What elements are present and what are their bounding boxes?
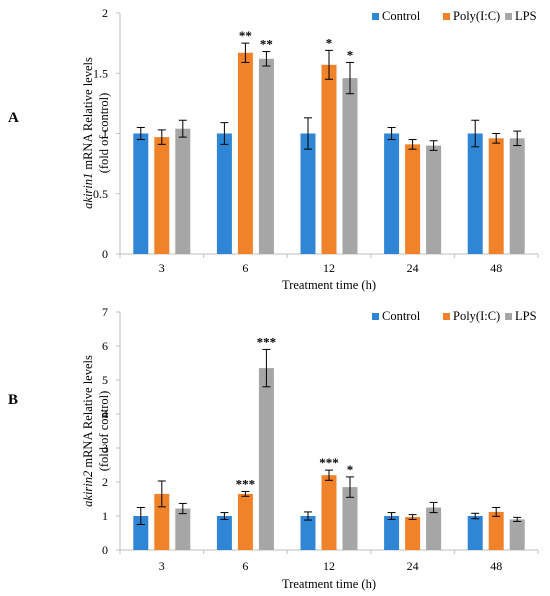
bar	[488, 511, 504, 550]
bar	[300, 133, 316, 254]
chart-panel-a: akirin1 mRNA Relative levels	[81, 12, 539, 258]
legend-swatch	[505, 313, 512, 320]
bar	[488, 138, 504, 254]
significance-label: ***	[319, 455, 339, 470]
y-tick-label: 0	[102, 247, 108, 261]
bar	[175, 508, 191, 550]
y-tick-label: 7	[102, 305, 108, 319]
y-tick-label: 4	[102, 407, 108, 421]
y-tick-label: 2	[102, 475, 108, 489]
x-axis-title: Treatment time (h)	[282, 278, 376, 292]
bar	[154, 493, 170, 550]
bar	[154, 137, 170, 254]
y-tick-label: 2	[102, 6, 108, 20]
bar	[509, 519, 525, 550]
y-axis-title-rest: mRNA Relative levels	[81, 57, 95, 173]
bar	[258, 58, 274, 254]
bar	[405, 517, 421, 550]
significance-label: *	[326, 35, 333, 50]
bar	[133, 133, 149, 254]
x-tick-label: 24	[407, 559, 419, 573]
y-tick-label: 6	[102, 339, 108, 353]
bar	[258, 368, 274, 550]
y-tick-label: 1	[102, 127, 108, 141]
significance-label: *	[347, 462, 354, 477]
bar	[342, 78, 358, 254]
x-tick-label: 12	[323, 261, 335, 275]
legend-swatch	[443, 13, 450, 20]
y-tick-label: 0	[102, 543, 108, 557]
bar	[321, 64, 337, 254]
y-axis-title-line2: (fold of control)	[97, 391, 111, 472]
bar	[237, 493, 253, 550]
significance-label: **	[239, 28, 252, 43]
bar	[321, 475, 337, 550]
x-tick-label: 6	[242, 261, 248, 275]
x-tick-label: 48	[490, 559, 502, 573]
x-tick-label: 48	[490, 261, 502, 275]
legend-swatch	[505, 13, 512, 20]
legend-swatch	[443, 313, 450, 320]
bar	[216, 516, 232, 550]
significance-label: *	[347, 47, 354, 62]
bar	[237, 52, 253, 254]
legend-label: Poly(I:C)	[453, 9, 500, 23]
legend-label: Control	[382, 9, 421, 23]
bar	[467, 133, 483, 254]
significance-label: **	[260, 37, 273, 52]
y-axis-title-gene: akirin1	[81, 173, 95, 209]
x-axis-title: Treatment time (h)	[282, 577, 376, 591]
bar	[216, 133, 232, 254]
x-tick-label: 3	[159, 261, 165, 275]
y-axis-title-gene: akirin2	[81, 471, 95, 507]
bar	[426, 145, 442, 254]
bar	[467, 516, 483, 550]
significance-label: ***	[257, 334, 277, 349]
y-tick-label: 1.5	[93, 66, 108, 80]
chart-panel-b: akirin2 mRNA Relative levels	[81, 311, 539, 554]
y-tick-label: 0.5	[93, 187, 108, 201]
y-axis-title-line2: (fold of control)	[97, 93, 111, 174]
legend-label: LPS	[515, 309, 537, 323]
y-tick-label: 1	[102, 509, 108, 523]
x-tick-label: 3	[159, 559, 165, 573]
y-axis-title-rest: mRNA Relative levels	[81, 355, 95, 471]
bar	[342, 487, 358, 550]
legend-swatch	[372, 313, 379, 320]
bar	[175, 128, 191, 254]
y-axis-title: akirin2 mRNA Relative levels	[81, 355, 95, 507]
y-axis-title: akirin1 mRNA Relative levels	[81, 57, 95, 209]
bar	[384, 133, 400, 254]
bar	[426, 507, 442, 550]
legend-label: Poly(I:C)	[453, 309, 500, 323]
x-tick-label: 6	[242, 559, 248, 573]
bar	[509, 138, 525, 254]
bar	[300, 516, 316, 550]
x-tick-label: 12	[323, 559, 335, 573]
x-tick-label: 24	[407, 261, 419, 275]
panel-label: A	[8, 110, 19, 126]
significance-label: ***	[236, 477, 256, 492]
legend-swatch	[372, 13, 379, 20]
bar	[405, 144, 421, 254]
panel-label: B	[8, 392, 18, 408]
y-tick-label: 5	[102, 373, 108, 387]
bar	[384, 516, 400, 550]
legend-label: Control	[382, 309, 421, 323]
legend-label: LPS	[515, 9, 537, 23]
y-tick-label: 3	[102, 441, 108, 455]
